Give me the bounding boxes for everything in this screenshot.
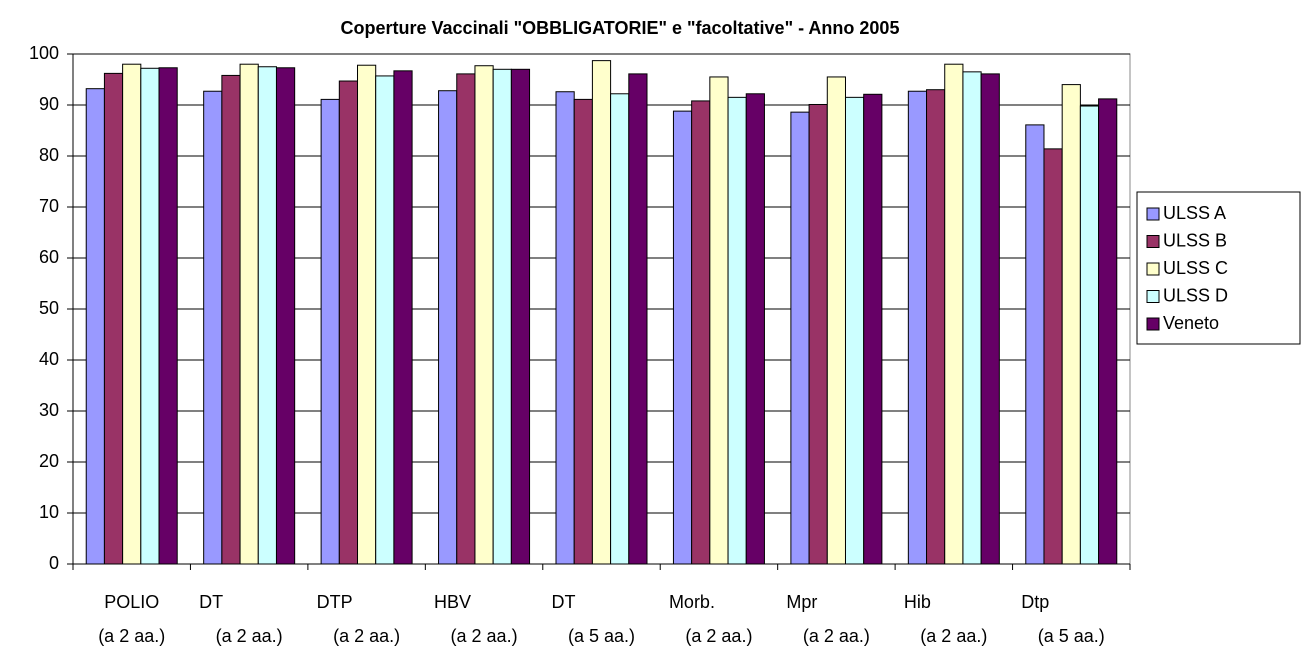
bar [863,93,883,565]
x-tick-label: Morb. [669,592,715,612]
bar [628,73,648,565]
bar [691,100,711,565]
bar [1061,84,1081,565]
x-tick-label: (a 2 aa.) [216,626,283,646]
x-tick-label: (a 2 aa.) [685,626,752,646]
y-tick-label: 100 [29,43,59,63]
bar [158,67,178,565]
y-tick-label: 30 [39,400,59,420]
bar [103,72,124,565]
x-tick-label: Hib [904,592,931,612]
y-tick-label: 10 [39,502,59,522]
x-tick-label: (a 2 aa.) [803,626,870,646]
x-tick-label: DTP [317,592,353,612]
bar [320,98,340,565]
bar [573,98,593,565]
y-tick-label: 50 [39,298,59,318]
bar [672,110,693,565]
bar [203,90,223,565]
y-tick-label: 60 [39,247,59,267]
bar [393,70,413,565]
bar [926,89,946,565]
bar [944,63,964,565]
x-tick-label: POLIO [104,592,159,612]
bar [980,73,1000,565]
bar [122,63,142,565]
y-tick-label: 20 [39,451,59,471]
bar [591,60,612,565]
bar [790,111,810,565]
bar [907,90,928,565]
x-tick-label: (a 2 aa.) [920,626,987,646]
bar [1025,124,1045,565]
bar [338,80,359,565]
x-tick-label: (a 5 aa.) [568,626,635,646]
x-tick-label: DT [552,592,576,612]
legend-label: ULSS D [1163,285,1228,305]
legend-swatch [1146,235,1160,248]
x-tick-label: (a 2 aa.) [98,626,165,646]
x-tick-label: HBV [434,592,471,612]
bar [844,96,865,565]
legend-swatch [1146,262,1160,276]
x-tick-label: (a 2 aa.) [451,626,518,646]
bar [474,65,494,565]
legend-label: Veneto [1163,313,1219,333]
x-tick-label: Dtp [1021,592,1049,612]
bar [239,63,259,565]
y-tick-label: 40 [39,349,59,369]
bar [85,88,105,565]
legend-label: ULSS C [1163,258,1228,278]
bar [727,96,747,565]
y-tick-label: 70 [39,196,59,216]
legend-box [1136,191,1301,345]
bar [438,90,458,565]
bar [510,68,531,565]
bar [456,73,476,565]
legend-label: ULSS A [1163,203,1226,223]
x-tick-label: Mpr [786,592,817,612]
bar [962,71,982,565]
x-tick-label: DT [199,592,223,612]
bar [826,76,846,565]
bar [492,68,512,565]
y-tick-label: 80 [39,145,59,165]
bar [275,67,296,565]
legend-swatch [1146,290,1160,303]
legend-swatch [1146,317,1160,331]
legend-swatch [1146,207,1160,221]
bar [221,74,241,565]
bar [745,93,765,565]
chart-title: Coperture Vaccinali "OBBLIGATORIE" e "fa… [341,18,900,38]
bar [257,66,277,565]
bar [1098,98,1118,565]
bar [375,75,395,565]
bar [1079,105,1100,565]
bar [357,64,377,565]
bar [1043,148,1063,565]
y-tick-label: 90 [39,94,59,114]
legend-label: ULSS B [1163,230,1227,250]
bar [709,76,729,565]
bar [140,67,160,565]
bar [555,91,575,565]
bar [610,93,630,565]
bar [808,103,828,565]
x-tick-label: (a 5 aa.) [1038,626,1105,646]
y-tick-label: 0 [49,553,59,573]
x-tick-label: (a 2 aa.) [333,626,400,646]
